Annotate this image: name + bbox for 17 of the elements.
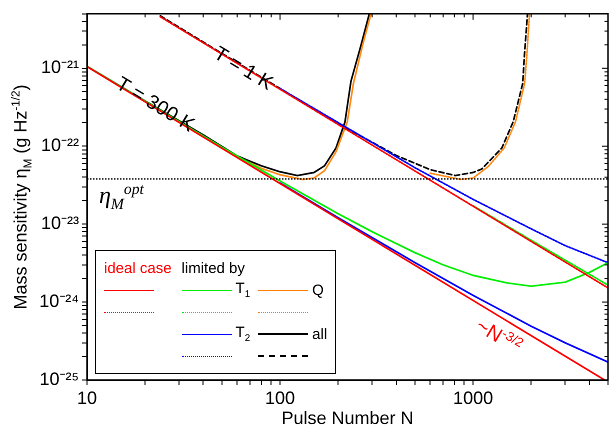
annotation: T = 300 K — [112, 73, 198, 138]
text: ideal case — [104, 260, 172, 276]
x-axis-title: Pulse Number N — [281, 408, 414, 429]
x-tick-label: 1000 — [453, 388, 494, 408]
legend-label: Q — [312, 282, 324, 298]
y-tick-label: 10⁻²⁴ — [39, 291, 79, 312]
legend-title: limited by — [182, 260, 245, 276]
y-tick-label: 10⁻²² — [40, 135, 79, 156]
y-tick-label: 10⁻²³ — [40, 213, 79, 234]
legend-label: all — [312, 326, 328, 342]
legend-label: T$_{2}$ — [236, 324, 250, 344]
x-tick-label: 10 — [76, 388, 98, 408]
legend-label: T$_{1}$ — [236, 280, 250, 300]
x-tick-label: 100 — [265, 388, 296, 408]
y-tick-label: 10⁻²¹ — [40, 57, 79, 78]
y-tick-label: 10⁻²⁵ — [40, 368, 79, 389]
annotation: T = 1 K — [210, 42, 277, 96]
